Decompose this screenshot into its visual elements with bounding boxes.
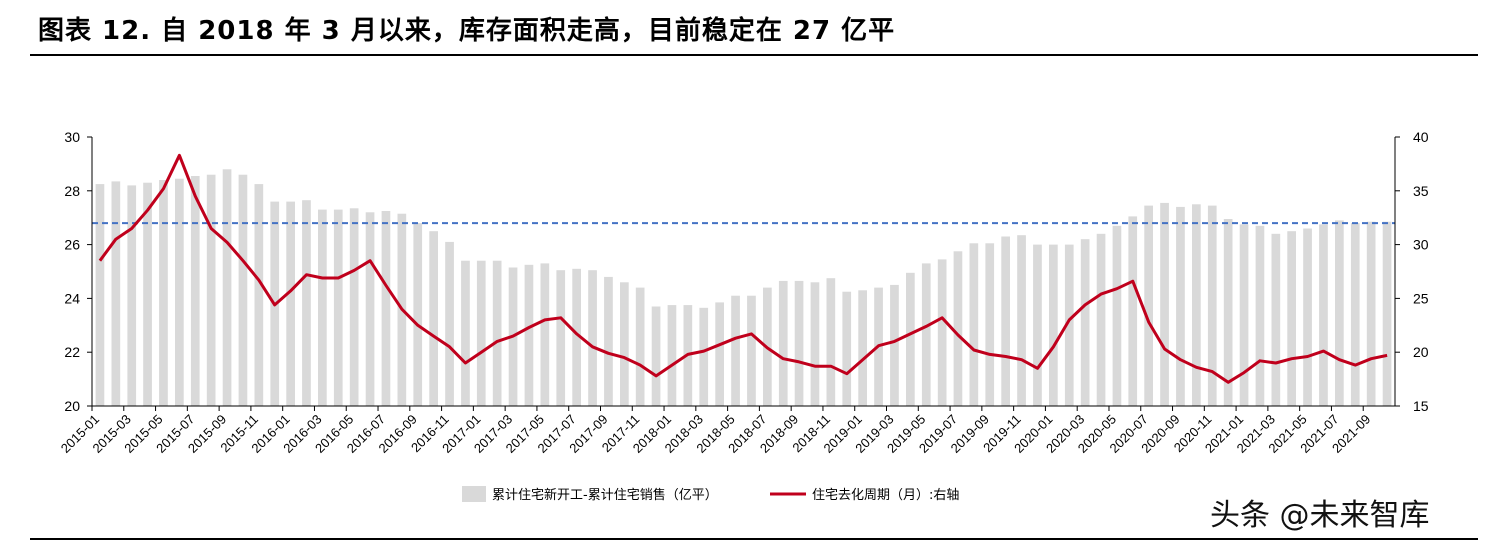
bar: [810, 282, 820, 406]
bar: [1192, 204, 1201, 407]
series-line: [98, 153, 1388, 384]
y-right-tick-label: 15: [1413, 398, 1429, 414]
bar: [190, 176, 200, 406]
y-left-tick-label: 20: [64, 398, 80, 414]
bar: [413, 223, 423, 406]
bar: [731, 295, 740, 406]
bar: [556, 270, 566, 406]
bar: [715, 302, 724, 406]
y-right-tick-label: 20: [1413, 344, 1429, 360]
bar: [159, 180, 168, 406]
bar: [381, 211, 391, 406]
bar: [667, 305, 677, 406]
bar: [651, 306, 661, 406]
bar: [778, 280, 788, 406]
bar: [1350, 223, 1360, 406]
bar: [1049, 244, 1058, 406]
y-left-tick-label: 22: [64, 344, 80, 360]
bar: [461, 260, 470, 406]
y-left-tick-label: 24: [64, 290, 80, 306]
title-rule: [30, 54, 1478, 56]
bar: [1223, 219, 1233, 406]
bar: [349, 208, 359, 406]
bar: [1128, 216, 1138, 406]
bar: [1239, 224, 1249, 406]
bar: [1096, 233, 1106, 406]
legend-line-label: 住宅去化周期（月）:右轴: [812, 488, 959, 503]
bar: [318, 209, 327, 406]
bar: [572, 268, 581, 406]
bar: [127, 185, 137, 406]
y-right-tick-label: 30: [1413, 237, 1429, 253]
bar: [1001, 236, 1010, 406]
chart-title: 图表 12. 自 2018 年 3 月以来，库存面积走高，目前稳定在 27 亿平: [38, 16, 896, 46]
bar: [476, 260, 486, 406]
bar: [1080, 239, 1090, 406]
bar: [1335, 220, 1344, 406]
bar: [969, 243, 979, 406]
bar: [620, 282, 629, 406]
bar: [175, 178, 184, 406]
y-right-tick-label: 40: [1413, 129, 1429, 145]
bar: [1207, 205, 1217, 406]
bar: [1255, 225, 1265, 406]
y-left-tick-label: 28: [64, 183, 80, 199]
bar: [826, 278, 836, 406]
bar: [858, 290, 867, 406]
bar: [365, 212, 375, 406]
bar: [95, 184, 105, 406]
bar: [588, 270, 597, 406]
y-right-tick-label: 35: [1413, 183, 1429, 199]
watermark-text: 头条 @未来智库: [1210, 498, 1430, 533]
y-left-tick-label: 30: [64, 129, 80, 145]
bar: [1366, 221, 1376, 406]
bar: [890, 284, 899, 406]
bar: [953, 251, 963, 406]
y-right-tick-label: 25: [1413, 290, 1429, 306]
bar: [238, 174, 248, 406]
bar: [1033, 244, 1042, 406]
legend-bar-swatch: [462, 486, 486, 502]
bar: [921, 263, 931, 406]
bar: [286, 201, 295, 406]
bar: [540, 263, 550, 406]
bar: [1064, 244, 1074, 406]
bar: [333, 209, 343, 406]
bar: [206, 174, 216, 406]
bar: [1271, 233, 1281, 406]
bar: [1112, 225, 1122, 406]
bar: [222, 169, 232, 406]
bar: [906, 272, 915, 406]
bar: [111, 181, 121, 406]
bar: [302, 200, 311, 406]
bar: [1017, 235, 1026, 406]
bar: [794, 280, 804, 406]
bar: [1144, 205, 1153, 406]
bar: [445, 241, 454, 406]
bar: [985, 243, 995, 406]
bottom-rule: [30, 538, 1478, 540]
bar: [254, 184, 264, 406]
bar: [635, 287, 645, 406]
bar: [1382, 221, 1392, 406]
bar: [1287, 231, 1296, 406]
bar: [492, 260, 502, 406]
bar: [1303, 228, 1312, 406]
bar: [842, 291, 852, 406]
legend-bar-label: 累计住宅新开工-累计住宅销售（亿平）: [492, 487, 718, 503]
bar: [937, 259, 947, 406]
bar: [143, 182, 152, 406]
y-left-tick-label: 26: [64, 237, 80, 253]
bar: [747, 295, 756, 406]
bar: [699, 307, 709, 406]
bar: [604, 276, 613, 406]
bar: [524, 264, 534, 406]
bar: [429, 231, 438, 406]
bar: [1160, 202, 1169, 406]
bar: [1176, 206, 1185, 406]
bar: [1319, 224, 1328, 406]
